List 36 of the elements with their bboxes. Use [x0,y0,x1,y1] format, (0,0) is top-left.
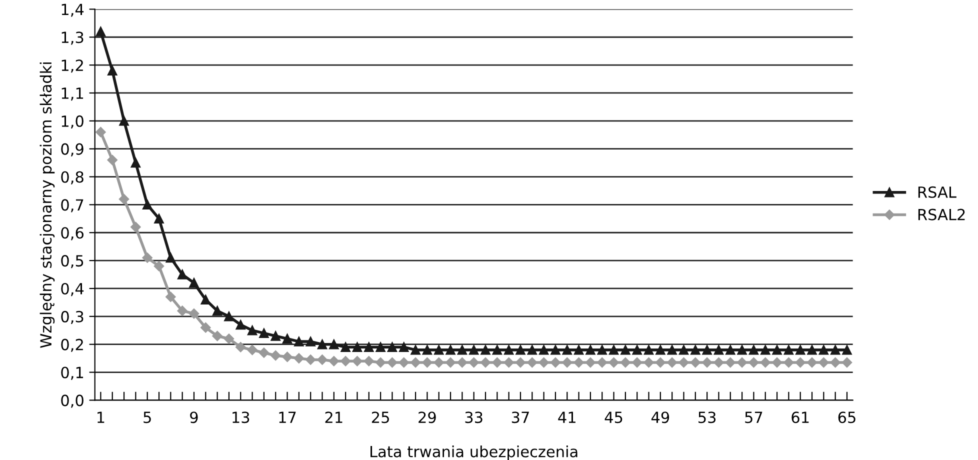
x-tick-label: 53 [698,412,716,424]
y-axis-title: Względny stacjonarny poziom składki [40,62,55,348]
y-tick-label: 0,8 [61,171,84,184]
y-tick-label: 1,4 [62,4,84,17]
x-tick-label: 1 [98,412,104,423]
x-tick-label: 5 [144,412,151,424]
x-tick-label: 29 [418,412,436,424]
y-tick-label: 0,9 [61,143,84,156]
x-tick-label: 21 [325,412,342,423]
x-tick-label: 49 [651,412,670,424]
y-tick-label: 0,2 [61,338,83,352]
x-tick-label: 61 [792,412,809,424]
y-tick-label: 0,3 [61,310,84,324]
y-tick-label: 0,1 [61,366,84,380]
y-tick-label: 0,4 [61,282,84,296]
legend-label: RSAL [918,186,956,198]
y-tick-label: 0,5 [61,255,84,268]
y-tick-label: 1,2 [62,60,83,73]
x-tick-label: 9 [190,412,198,424]
x-tick-label: 57 [745,412,762,424]
y-tick-label: 1,1 [62,88,84,101]
y-tick-label: 0,7 [61,199,84,212]
x-tick-label: 37 [512,412,529,424]
y-tick-label: 1,0 [62,115,84,128]
x-tick-label: 41 [558,412,576,423]
x-tick-label: 25 [372,412,389,424]
x-tick-label: 65 [838,412,856,424]
x-tick-label: 33 [465,412,482,424]
y-tick-label: 1,3 [62,32,84,45]
x-axis-title: Lata trwania ubezpieczenia [370,446,578,460]
legend-label: RSAL2 [918,208,965,220]
x-tick-label: 13 [232,412,250,424]
x-tick-label: 17 [279,412,296,423]
y-tick-label: 0,0 [61,394,84,408]
x-tick-label: 45 [604,412,622,424]
y-tick-label: 0,6 [61,227,84,240]
